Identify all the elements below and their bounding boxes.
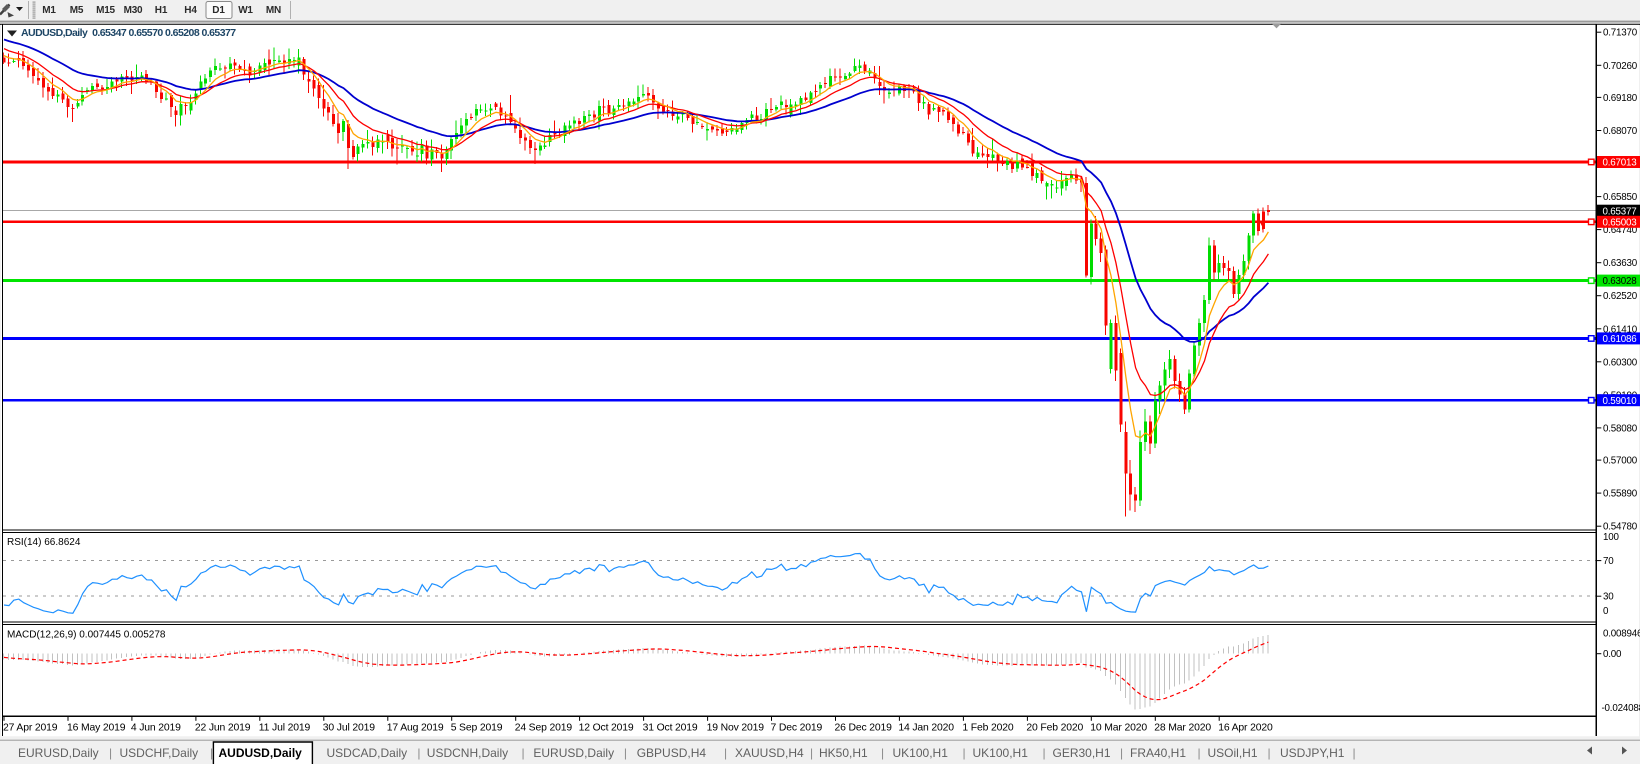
svg-text:0.63028: 0.63028	[1603, 276, 1638, 287]
svg-text:0.63630: 0.63630	[1603, 258, 1638, 269]
svg-text:31 Oct 2019: 31 Oct 2019	[643, 723, 698, 734]
svg-text:|: |	[417, 746, 420, 760]
svg-text:M5: M5	[70, 5, 84, 16]
svg-text:17 Aug 2019: 17 Aug 2019	[387, 723, 444, 734]
svg-text:0.55890: 0.55890	[1603, 489, 1638, 500]
svg-text:USOil,H1: USOil,H1	[1208, 746, 1258, 760]
svg-text:|: |	[1268, 746, 1271, 760]
svg-text:0.70260: 0.70260	[1603, 61, 1638, 72]
svg-text:30 Jul 2019: 30 Jul 2019	[323, 723, 375, 734]
svg-text:0.67013: 0.67013	[1603, 158, 1638, 169]
svg-text:-0.024088: -0.024088	[1602, 703, 1640, 714]
svg-text:10 Mar 2020: 10 Mar 2020	[1090, 723, 1147, 734]
svg-text:USDCNH,Daily: USDCNH,Daily	[427, 746, 508, 760]
svg-text:RSI(14) 66.8624: RSI(14) 66.8624	[7, 537, 81, 548]
svg-text:HK50,H1: HK50,H1	[819, 746, 868, 760]
svg-text:|: |	[109, 746, 112, 760]
svg-text:7 Dec 2019: 7 Dec 2019	[771, 723, 823, 734]
svg-text:EURUSD,Daily: EURUSD,Daily	[18, 746, 99, 760]
svg-text:0.69180: 0.69180	[1603, 93, 1638, 104]
svg-text:0.61410: 0.61410	[1603, 324, 1638, 335]
svg-text:D1: D1	[212, 5, 225, 16]
svg-text:0.59010: 0.59010	[1603, 396, 1638, 407]
svg-text:H1: H1	[155, 5, 168, 16]
svg-text:0.65850: 0.65850	[1603, 192, 1638, 203]
svg-text:USDCHF,Daily: USDCHF,Daily	[120, 746, 199, 760]
svg-text:|: |	[1120, 746, 1123, 760]
svg-text:70: 70	[1603, 556, 1614, 567]
svg-text:|: |	[522, 746, 525, 760]
svg-text:4 Jun 2019: 4 Jun 2019	[131, 723, 181, 734]
svg-text:|: |	[963, 746, 966, 760]
svg-text:FRA40,H1: FRA40,H1	[1130, 746, 1186, 760]
svg-text:1 Feb 2020: 1 Feb 2020	[962, 723, 1013, 734]
svg-text:AUDUSD,Daily 0.65347 0.65570: AUDUSD,Daily 0.65347 0.65570 0.65208 0.6…	[21, 27, 236, 39]
svg-text:MACD(12,26,9) 0.007445 0.00527: MACD(12,26,9) 0.007445 0.005278	[7, 630, 166, 641]
svg-text:0.008946: 0.008946	[1603, 629, 1640, 640]
svg-text:0.00: 0.00	[1603, 649, 1622, 660]
svg-text:USDCAD,Daily: USDCAD,Daily	[327, 746, 408, 760]
svg-text:|: |	[1198, 746, 1201, 760]
svg-text:26 Dec 2019: 26 Dec 2019	[835, 723, 893, 734]
svg-text:30: 30	[1603, 592, 1614, 603]
svg-text:100: 100	[1603, 532, 1619, 543]
svg-text:M1: M1	[42, 5, 56, 16]
svg-text:0.58080: 0.58080	[1603, 423, 1638, 434]
svg-text:0: 0	[1603, 606, 1609, 617]
svg-text:11 Jul 2019: 11 Jul 2019	[259, 723, 311, 734]
svg-text:12 Oct 2019: 12 Oct 2019	[579, 723, 634, 734]
svg-text:|: |	[1043, 746, 1046, 760]
svg-text:24 Sep 2019: 24 Sep 2019	[515, 723, 573, 734]
svg-text:W1: W1	[238, 5, 253, 16]
svg-text:|: |	[1353, 746, 1356, 760]
svg-text:H4: H4	[184, 5, 197, 16]
svg-text:0.68070: 0.68070	[1603, 126, 1638, 137]
svg-text:|: |	[810, 746, 813, 760]
svg-text:0.57000: 0.57000	[1603, 456, 1638, 467]
svg-text:0.64740: 0.64740	[1603, 225, 1638, 236]
svg-text:16 May 2019: 16 May 2019	[67, 723, 126, 734]
svg-text:|: |	[210, 746, 213, 760]
svg-text:|: |	[724, 746, 727, 760]
svg-text:27 Apr 2019: 27 Apr 2019	[3, 723, 58, 734]
svg-text:20 Feb 2020: 20 Feb 2020	[1026, 723, 1083, 734]
svg-text:|: |	[881, 746, 884, 760]
svg-text:GBPUSD,H4: GBPUSD,H4	[637, 746, 707, 760]
svg-text:AUDUSD,Daily: AUDUSD,Daily	[219, 746, 303, 760]
svg-text:USDJPY,H1: USDJPY,H1	[1280, 746, 1345, 760]
svg-text:16 Apr 2020: 16 Apr 2020	[1218, 723, 1273, 734]
svg-text:|: |	[624, 746, 627, 760]
svg-text:14 Jan 2020: 14 Jan 2020	[898, 723, 954, 734]
svg-text:0.65377: 0.65377	[1603, 206, 1637, 217]
svg-text:0.60300: 0.60300	[1603, 357, 1638, 368]
svg-text:0.54780: 0.54780	[1603, 522, 1638, 533]
svg-text:MN: MN	[266, 5, 281, 16]
svg-text:M30: M30	[124, 5, 143, 16]
svg-text:UK100,H1: UK100,H1	[893, 746, 949, 760]
svg-text:22 Jun 2019: 22 Jun 2019	[195, 723, 251, 734]
svg-text:28 Mar 2020: 28 Mar 2020	[1154, 723, 1211, 734]
svg-text:5 Sep 2019: 5 Sep 2019	[451, 723, 503, 734]
svg-text:EURUSD,Daily: EURUSD,Daily	[533, 746, 614, 760]
svg-text:GER30,H1: GER30,H1	[1053, 746, 1111, 760]
svg-text:UK100,H1: UK100,H1	[973, 746, 1029, 760]
svg-text:19 Nov 2019: 19 Nov 2019	[707, 723, 765, 734]
svg-text:0.62520: 0.62520	[1603, 291, 1638, 302]
svg-text:0.61086: 0.61086	[1603, 334, 1638, 345]
svg-text:XAUUSD,H4: XAUUSD,H4	[735, 746, 804, 760]
svg-text:M15: M15	[96, 5, 115, 16]
svg-text:0.71370: 0.71370	[1603, 28, 1638, 39]
svg-text:0.65003: 0.65003	[1603, 217, 1638, 228]
